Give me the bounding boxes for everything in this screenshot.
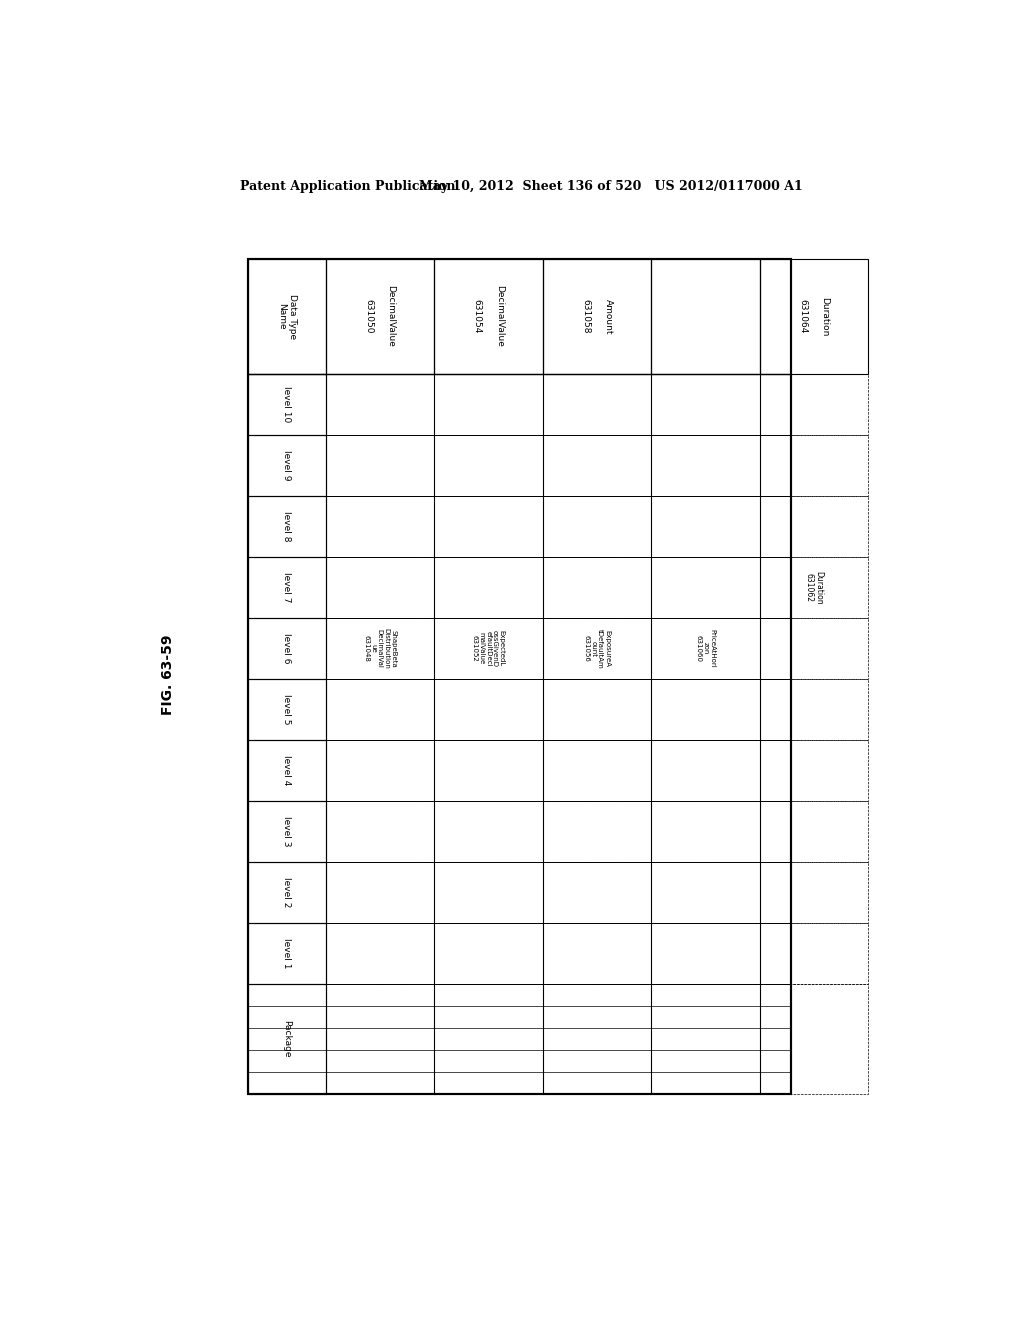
- Text: level 6: level 6: [283, 634, 292, 664]
- Bar: [651, 436, 760, 496]
- Bar: [248, 862, 326, 923]
- Bar: [434, 923, 543, 985]
- Text: level 1: level 1: [283, 939, 292, 969]
- Text: DecimalValue

631050: DecimalValue 631050: [365, 285, 395, 347]
- Bar: [248, 436, 326, 496]
- Bar: [760, 496, 868, 557]
- Bar: [543, 374, 651, 436]
- Bar: [760, 801, 868, 862]
- Bar: [651, 259, 760, 374]
- Bar: [651, 741, 760, 801]
- Bar: [543, 436, 651, 496]
- Bar: [248, 923, 326, 985]
- Text: level 3: level 3: [283, 816, 292, 847]
- Bar: [651, 496, 760, 557]
- Text: ShapeBeta
Distribution
DecimalVal
ue
631048: ShapeBeta Distribution DecimalVal ue 631…: [364, 628, 396, 669]
- Bar: [434, 259, 543, 374]
- Text: Amount

631058: Amount 631058: [582, 298, 612, 334]
- Bar: [326, 436, 434, 496]
- Bar: [248, 259, 791, 1094]
- Bar: [651, 985, 760, 1094]
- Bar: [651, 374, 760, 436]
- Text: level 8: level 8: [283, 511, 292, 541]
- Bar: [760, 436, 868, 496]
- Bar: [248, 496, 326, 557]
- Bar: [248, 678, 326, 741]
- Text: Package: Package: [283, 1020, 292, 1057]
- Bar: [760, 741, 868, 801]
- Bar: [326, 618, 434, 678]
- Text: PriceAtHori
zon
631060: PriceAtHori zon 631060: [695, 630, 715, 668]
- Text: Duration

631064: Duration 631064: [799, 297, 829, 335]
- Bar: [326, 678, 434, 741]
- Text: level 7: level 7: [283, 573, 292, 603]
- Bar: [543, 801, 651, 862]
- Bar: [651, 557, 760, 618]
- Text: level 5: level 5: [283, 694, 292, 725]
- Bar: [326, 923, 434, 985]
- Bar: [326, 741, 434, 801]
- Bar: [434, 678, 543, 741]
- Bar: [543, 741, 651, 801]
- Bar: [434, 741, 543, 801]
- Bar: [543, 557, 651, 618]
- Text: ExpectedL
ossGivenD
efaultDeci
malValue
631052: ExpectedL ossGivenD efaultDeci malValue …: [472, 630, 505, 667]
- Bar: [434, 801, 543, 862]
- Bar: [543, 862, 651, 923]
- Text: Data Type
Name: Data Type Name: [276, 293, 297, 339]
- Bar: [651, 862, 760, 923]
- Bar: [248, 801, 326, 862]
- Text: Duration
631062: Duration 631062: [804, 570, 823, 605]
- Bar: [434, 985, 543, 1094]
- Bar: [651, 618, 760, 678]
- Bar: [326, 374, 434, 436]
- Bar: [434, 374, 543, 436]
- Bar: [760, 862, 868, 923]
- Bar: [326, 259, 434, 374]
- Bar: [434, 862, 543, 923]
- Bar: [326, 862, 434, 923]
- Text: DecimalValue

631054: DecimalValue 631054: [473, 285, 504, 347]
- Bar: [543, 618, 651, 678]
- Text: level 2: level 2: [283, 878, 292, 908]
- Text: May 10, 2012  Sheet 136 of 520   US 2012/0117000 A1: May 10, 2012 Sheet 136 of 520 US 2012/01…: [419, 180, 803, 193]
- Bar: [543, 259, 651, 374]
- Bar: [248, 557, 326, 618]
- Text: level 10: level 10: [283, 387, 292, 422]
- Bar: [543, 496, 651, 557]
- Bar: [651, 801, 760, 862]
- Bar: [434, 436, 543, 496]
- Bar: [543, 985, 651, 1094]
- Bar: [248, 259, 326, 374]
- Text: ExposureA
tDefaultAm
ount
631056: ExposureA tDefaultAm ount 631056: [584, 628, 610, 668]
- Bar: [248, 259, 791, 1094]
- Bar: [760, 678, 868, 741]
- Text: FIG. 63-59: FIG. 63-59: [162, 634, 175, 714]
- Bar: [248, 985, 326, 1094]
- Bar: [434, 618, 543, 678]
- Bar: [434, 496, 543, 557]
- Bar: [248, 618, 326, 678]
- Bar: [248, 741, 326, 801]
- Bar: [760, 259, 868, 374]
- Bar: [248, 374, 326, 436]
- Bar: [326, 557, 434, 618]
- Bar: [651, 923, 760, 985]
- Bar: [760, 985, 868, 1094]
- Bar: [760, 374, 868, 436]
- Bar: [326, 801, 434, 862]
- Bar: [326, 496, 434, 557]
- Bar: [760, 557, 868, 618]
- Bar: [326, 985, 434, 1094]
- Bar: [543, 923, 651, 985]
- Text: level 4: level 4: [283, 755, 292, 785]
- Bar: [760, 923, 868, 985]
- Text: level 9: level 9: [283, 450, 292, 480]
- Bar: [434, 557, 543, 618]
- Text: Patent Application Publication: Patent Application Publication: [241, 180, 456, 193]
- Bar: [651, 678, 760, 741]
- Bar: [760, 618, 868, 678]
- Bar: [543, 678, 651, 741]
